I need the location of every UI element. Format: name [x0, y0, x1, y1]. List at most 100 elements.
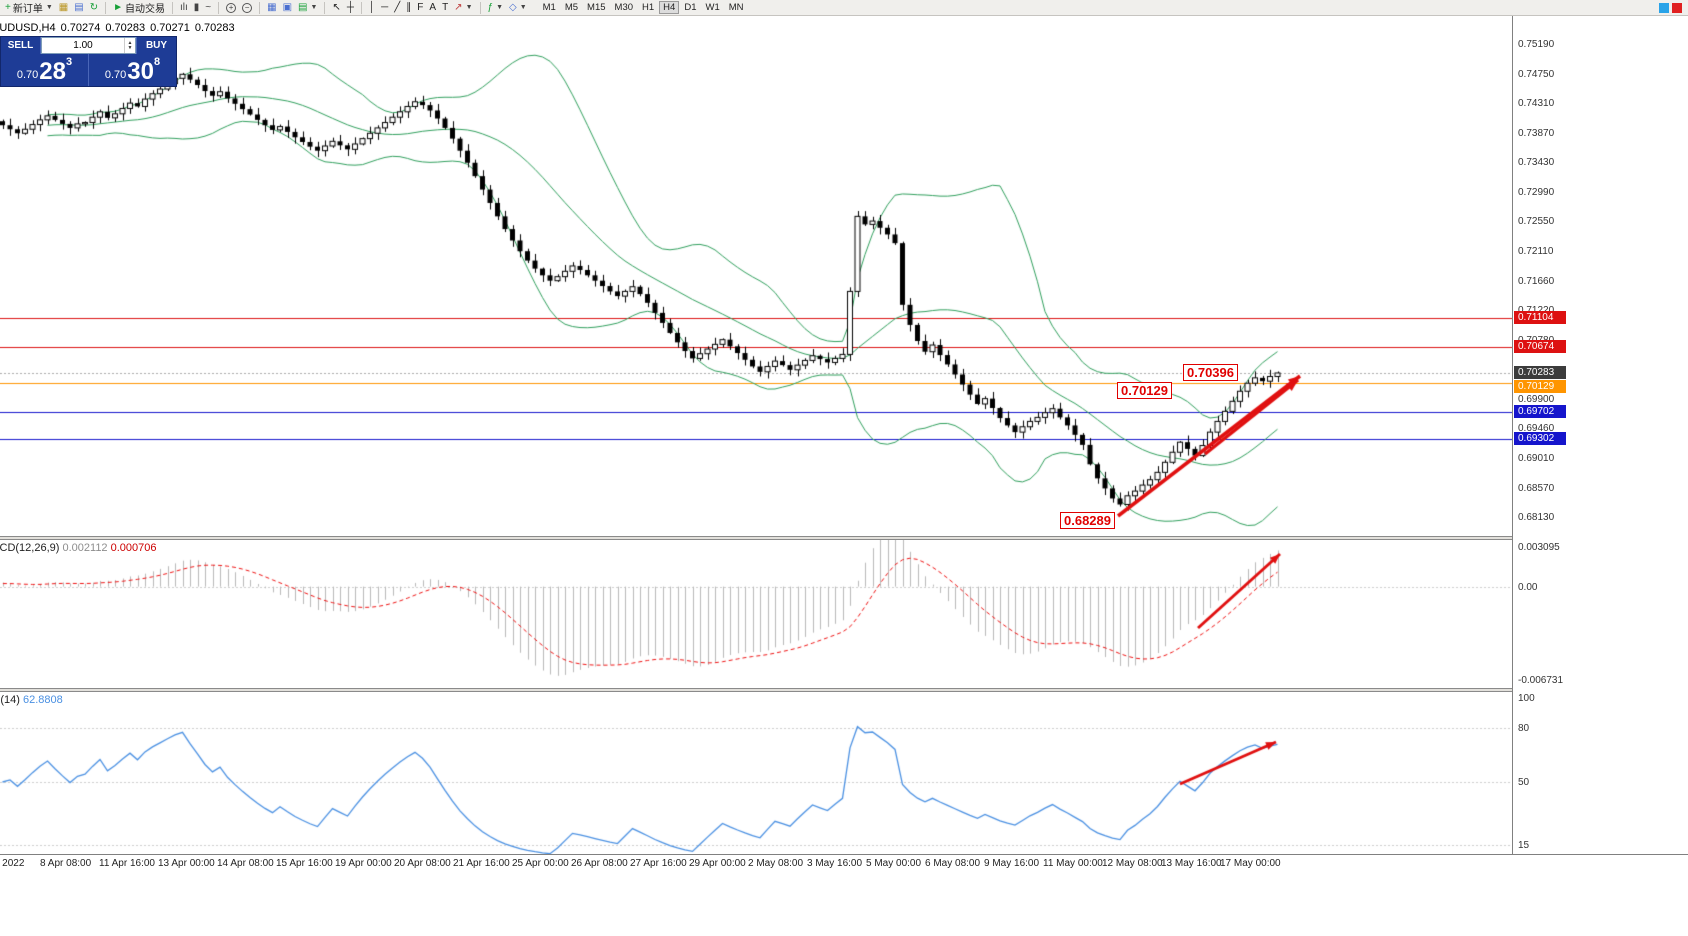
sell-price-small: 0.70 — [16, 69, 39, 81]
timeframe-mn[interactable]: MN — [728, 2, 744, 13]
new-chart-button[interactable]: ▤ ▼ — [296, 1, 319, 15]
profiles-icon-icon: ▤ — [74, 1, 84, 13]
chart-type-candles-button[interactable]: ▮ — [192, 1, 202, 15]
arrows-tool[interactable]: ↗ ▼ — [452, 1, 474, 15]
caret-down-icon: ▼ — [496, 4, 503, 11]
zoom-out-button[interactable]: − — [240, 1, 254, 15]
price-axis-tick: 0.74310 — [1518, 98, 1555, 110]
new-order-button[interactable]: + 新订单 ▼ — [3, 1, 55, 16]
time-axis-label: 12 May 08:00 — [1102, 858, 1163, 869]
annotation-text: 0.70129 — [1121, 383, 1168, 398]
rsi-indicator-label: RSI(14) 62.8808 — [0, 694, 63, 706]
zoom-in-button[interactable]: + — [224, 1, 238, 15]
buy-price[interactable]: 0.70 30 8 — [88, 54, 176, 86]
time-axis-label: 6 May 08:00 — [925, 858, 981, 869]
macd-panel[interactable]: MACD(12,26,9) 0.002112 0.000706 — [0, 540, 1512, 688]
panel-splitter[interactable] — [0, 536, 1688, 540]
price-axis-tick: 0.71220 — [1518, 305, 1554, 316]
trendline-tool[interactable]: ╱ — [392, 1, 402, 15]
time-axis-label: 27 Apr 16:00 — [630, 858, 687, 869]
tile-windows-icon: ▦ — [267, 1, 277, 13]
time-axis-label: 29 Apr 00:00 — [689, 858, 746, 869]
hline-tool[interactable]: ─ — [379, 1, 390, 15]
price-axis-tick: 0.72990 — [1518, 186, 1555, 198]
volume-stepper[interactable]: 1.00 ▲ ▼ — [41, 37, 136, 54]
autotrading-button[interactable]: ► 自动交易 — [111, 1, 167, 16]
macd-axis-tick: 0.003095 — [1518, 542, 1560, 553]
cascade-windows-button[interactable]: ▣ — [281, 1, 294, 15]
chart-window-icon[interactable]: ▦ — [57, 1, 70, 15]
rsi-axis-tick: 15 — [1518, 840, 1530, 851]
timeframe-h4[interactable]: H4 — [659, 1, 680, 14]
rsi-panel[interactable]: RSI(14) 62.8808 — [0, 692, 1512, 854]
power-icon[interactable] — [1672, 2, 1682, 13]
ohlc-close: 0.70283 — [194, 22, 235, 34]
objects-icon: ◇ — [509, 1, 517, 13]
timeframe-h1[interactable]: H1 — [642, 2, 655, 13]
price-axis-tick: 0.68570 — [1518, 482, 1555, 494]
time-axis-label: 8 Apr 08:00 — [40, 858, 92, 869]
candlestick-chart-canvas[interactable] — [0, 16, 1512, 536]
time-axis-label: 9 May 16:00 — [984, 858, 1040, 869]
chart-window-icon-icon: ▦ — [58, 1, 69, 13]
sell-price[interactable]: 0.70 28 3 — [1, 54, 88, 86]
label-tool[interactable]: T — [440, 1, 450, 15]
price-annotation[interactable]: 0.70396 — [1183, 364, 1238, 381]
rsi-axis-tick: 50 — [1518, 777, 1530, 788]
timeframe-switcher: M1 M5 M15 M30 H1 H4 D1 W1 MN — [539, 1, 748, 14]
symbol-name: AUDUSD,H4 — [0, 22, 56, 34]
refresh-icon[interactable]: ↻ — [88, 1, 100, 15]
timeframe-m5[interactable]: M5 — [564, 2, 579, 13]
buy-button[interactable]: BUY — [136, 37, 176, 54]
volume-value[interactable]: 1.00 — [73, 40, 93, 51]
hline-icon: ─ — [381, 1, 389, 13]
time-axis-label: 7 Apr 2022 — [0, 858, 25, 869]
caret-down-icon: ▼ — [45, 4, 53, 11]
price-annotation[interactable]: 0.68289 — [1060, 512, 1115, 529]
toolbar: + 新订单 ▼ ▦ ▤ ↻ ► 自动交易 ılı ▮ ~ + − ▦ ▣ ▤ ▼ ↖ ┼ │ ─ ╱ ∥ F A T ↗ ▼ ƒ ▼ ◇ ▼ M… — [0, 0, 1688, 16]
chart-type-bars-button[interactable]: ılı — [178, 1, 190, 15]
timeframe-m15[interactable]: M15 — [587, 2, 606, 13]
chart-type-line-button[interactable]: ~ — [203, 1, 213, 15]
channel-tool[interactable]: ∥ — [404, 1, 413, 15]
ohlc-high: 0.70283 — [105, 22, 146, 34]
timeframe-d1[interactable]: D1 — [684, 2, 697, 13]
macd-chart-canvas[interactable] — [0, 540, 1512, 688]
rsi-chart-canvas[interactable] — [0, 692, 1512, 854]
timeframe-m1[interactable]: M1 — [542, 2, 556, 13]
fibonacci-icon: F — [417, 1, 424, 13]
timeframe-m30[interactable]: M30 — [614, 2, 634, 13]
rsi-value: 62.8808 — [22, 694, 63, 706]
price-axis-tick: 0.73870 — [1518, 127, 1555, 139]
buy-price-sup: 8 — [154, 56, 161, 68]
spin-down-icon[interactable]: ▼ — [127, 44, 133, 51]
buy-price-big: 30 — [127, 58, 154, 85]
time-axis-label: 19 Apr 00:00 — [335, 858, 392, 869]
profiles-icon[interactable]: ▤ — [72, 1, 85, 15]
refresh-icon-icon: ↻ — [89, 1, 99, 13]
vline-tool[interactable]: │ — [367, 1, 377, 15]
rsi-name: RSI(14) — [0, 694, 20, 706]
volume-spin-buttons[interactable]: ▲ ▼ — [124, 38, 135, 53]
price-annotation[interactable]: 0.70129 — [1117, 382, 1172, 399]
text-tool[interactable]: A — [427, 1, 438, 15]
arrows-icon: ↗ — [454, 1, 463, 13]
objects-button[interactable]: ◇ ▼ — [507, 1, 529, 15]
tile-windows-button[interactable]: ▦ — [265, 1, 278, 15]
crosshair-tool[interactable]: ┼ — [345, 1, 356, 15]
macd-name: MACD(12,26,9) — [0, 542, 60, 554]
spin-up-icon[interactable]: ▲ — [127, 39, 133, 46]
panel-splitter[interactable] — [0, 688, 1688, 692]
cursor-tool[interactable]: ↖ — [330, 1, 342, 15]
toolbar-separator — [259, 1, 261, 14]
timeframe-w1[interactable]: W1 — [705, 2, 720, 13]
ohlc-open: 0.70274 — [60, 22, 101, 34]
price-axis[interactable]: 0.75190 0.74750 0.74310 0.73870 0.73430 0.729… — [1513, 16, 1688, 854]
toolbar-right-icons — [1659, 2, 1685, 13]
indicators-button[interactable]: ƒ ▼ — [486, 1, 506, 15]
sell-button[interactable]: SELL — [1, 37, 41, 54]
chat-icon[interactable] — [1659, 2, 1669, 13]
fibonacci-tool[interactable]: F — [415, 1, 425, 15]
